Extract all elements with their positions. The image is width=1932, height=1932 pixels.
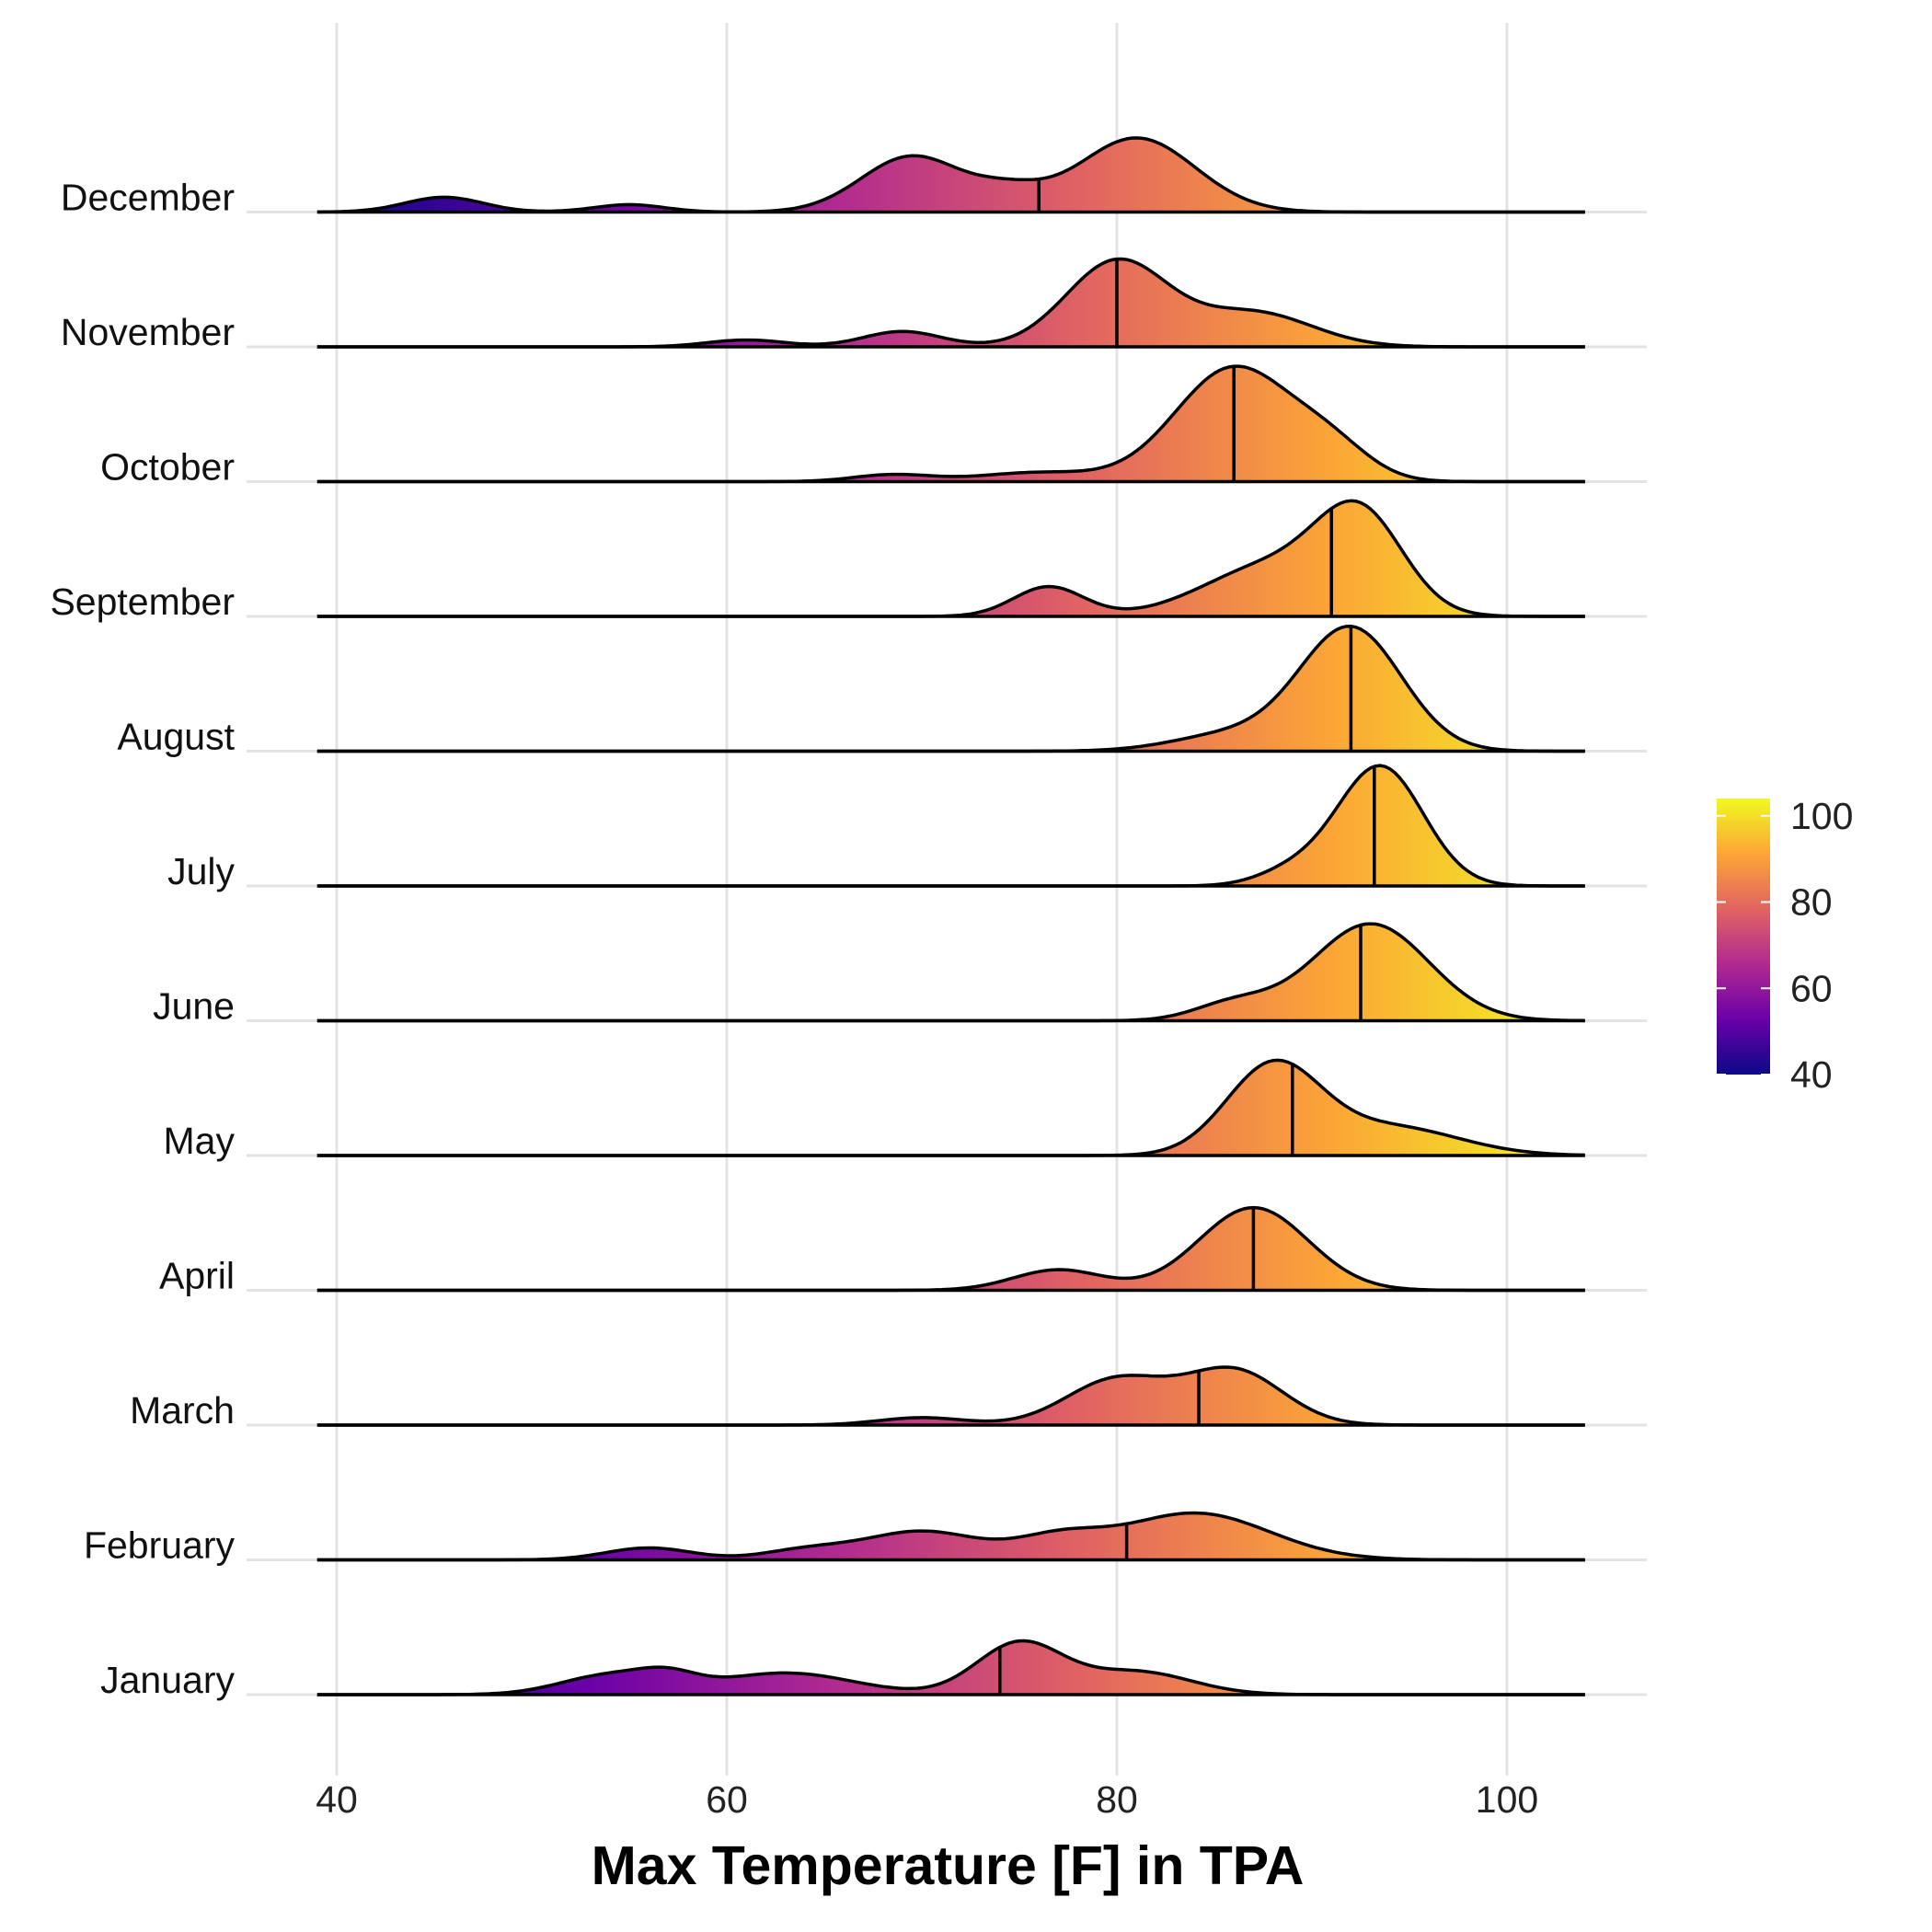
ridge-may [316, 1058, 1585, 1157]
ridge-june [316, 922, 1585, 1023]
color-legend: 40 60 80 100 [1717, 795, 1853, 1096]
month-label: May [164, 1120, 236, 1162]
legend-label: 80 [1790, 881, 1833, 924]
month-label: June [153, 985, 235, 1028]
month-label: July [167, 850, 235, 892]
x-axis-title: Max Temperature [F] in TPA [592, 1835, 1305, 1896]
ridge-september [316, 499, 1585, 618]
month-label: March [130, 1389, 235, 1432]
x-tick-label: 100 [1476, 1778, 1538, 1821]
ridge-layer [316, 136, 1585, 1696]
month-label: August [117, 716, 235, 758]
ridge-fill [316, 924, 1585, 1021]
ridge-august [316, 624, 1585, 753]
ridge-july [316, 764, 1585, 888]
ridge-january [316, 1639, 1585, 1696]
legend-label: 60 [1790, 967, 1833, 1009]
ridge-fill [316, 1512, 1585, 1560]
x-tick-label: 60 [706, 1778, 748, 1821]
month-label: October [100, 446, 235, 489]
ridge-fill [316, 626, 1585, 752]
ridge-april [316, 1205, 1585, 1293]
ridge-fill [316, 500, 1585, 616]
ridge-march [316, 1365, 1585, 1427]
x-axis-ticks: 40 60 80 100 [316, 1778, 1538, 1821]
ridge-outline [316, 257, 1585, 349]
ridge-fill [316, 259, 1585, 347]
ridge-fill [316, 1367, 1585, 1425]
ridge-outline [316, 364, 1585, 484]
legend-label: 40 [1790, 1053, 1833, 1096]
ridge-december [316, 136, 1585, 214]
month-label: December [61, 177, 235, 219]
ridge-fill [316, 137, 1585, 213]
month-label: February [84, 1524, 236, 1567]
month-label: September [50, 581, 235, 623]
ridge-fill [316, 765, 1585, 886]
month-labels: December November October September August Ju… [50, 177, 235, 1702]
ridge-outline [316, 1205, 1585, 1293]
x-tick-label: 40 [316, 1778, 358, 1821]
grid-layer [247, 23, 1647, 1776]
month-label: April [159, 1255, 235, 1297]
month-label: November [61, 311, 235, 353]
legend-colorbar [1717, 799, 1770, 1075]
ridge-fill [316, 1640, 1585, 1695]
ridge-february [316, 1511, 1585, 1562]
ridge-fill [316, 1207, 1585, 1291]
ridge-outline [316, 1365, 1585, 1427]
ridge-october [316, 364, 1585, 484]
ridge-fill [316, 1060, 1585, 1156]
legend-label: 100 [1790, 795, 1853, 837]
ridge-november [316, 257, 1585, 349]
ridge-fill [316, 366, 1585, 482]
x-tick-label: 80 [1096, 1778, 1138, 1821]
month-label: January [100, 1659, 235, 1701]
